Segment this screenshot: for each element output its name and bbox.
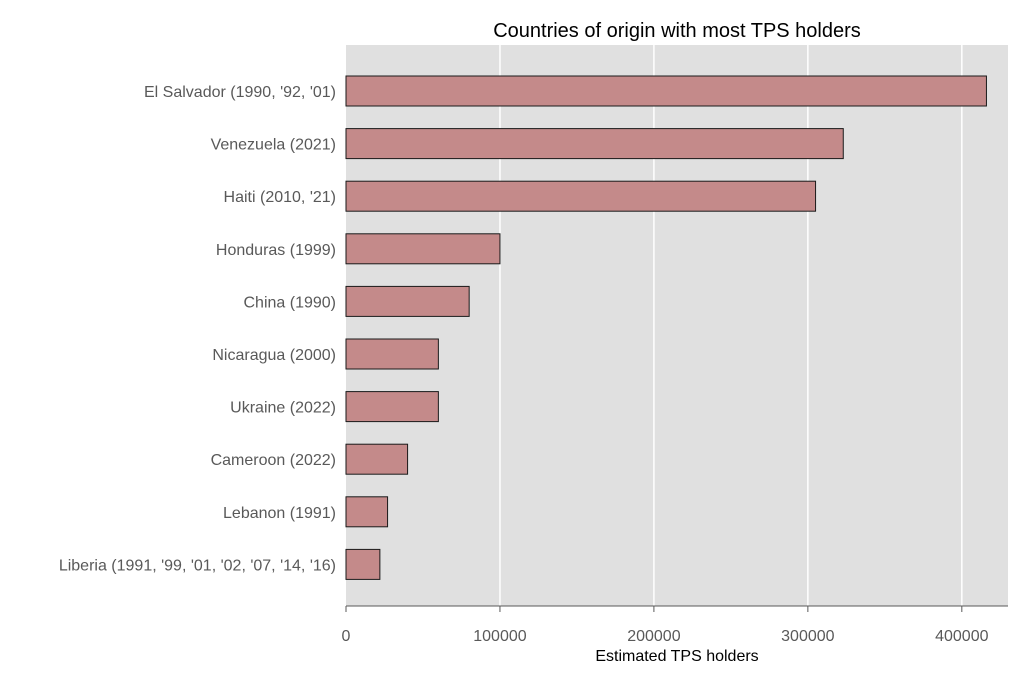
category-label: Venezuela (2021) xyxy=(211,137,336,154)
category-label: Liberia (1991, '99, '01, '02, '07, '14, … xyxy=(59,557,336,574)
x-tick-label: 100000 xyxy=(473,628,526,645)
category-label: Honduras (1999) xyxy=(216,242,336,259)
bar xyxy=(345,233,501,265)
bar xyxy=(345,285,470,317)
bar xyxy=(345,75,987,107)
category-label: Ukraine (2022) xyxy=(230,400,336,417)
x-tick-label: 400000 xyxy=(935,628,988,645)
category-label: Lebanon (1991) xyxy=(223,505,336,522)
category-label: Haiti (2010, '21) xyxy=(224,189,336,206)
x-axis-ticks: 0 100000 200000 300000 400000 xyxy=(342,606,989,645)
x-axis-label: Estimated TPS holders xyxy=(595,648,758,665)
bars xyxy=(345,75,987,580)
chart-title: Countries of origin with most TPS holder… xyxy=(493,20,861,42)
bar xyxy=(345,391,439,423)
bar xyxy=(345,443,409,475)
category-label: China (1990) xyxy=(244,294,337,311)
category-label: Cameroon (2022) xyxy=(211,452,336,469)
category-label: El Salvador (1990, '92, '01) xyxy=(144,84,336,101)
bar xyxy=(345,128,844,160)
bar xyxy=(345,548,381,580)
x-tick-label: 200000 xyxy=(627,628,680,645)
category-label: Nicaragua (2000) xyxy=(212,347,336,364)
bar xyxy=(345,338,439,370)
bar xyxy=(345,496,389,528)
x-tick-label: 0 xyxy=(342,628,351,645)
bar xyxy=(345,180,817,212)
category-labels: El Salvador (1990, '92, '01) Venezuela (2… xyxy=(59,84,336,574)
x-tick-label: 300000 xyxy=(781,628,834,645)
